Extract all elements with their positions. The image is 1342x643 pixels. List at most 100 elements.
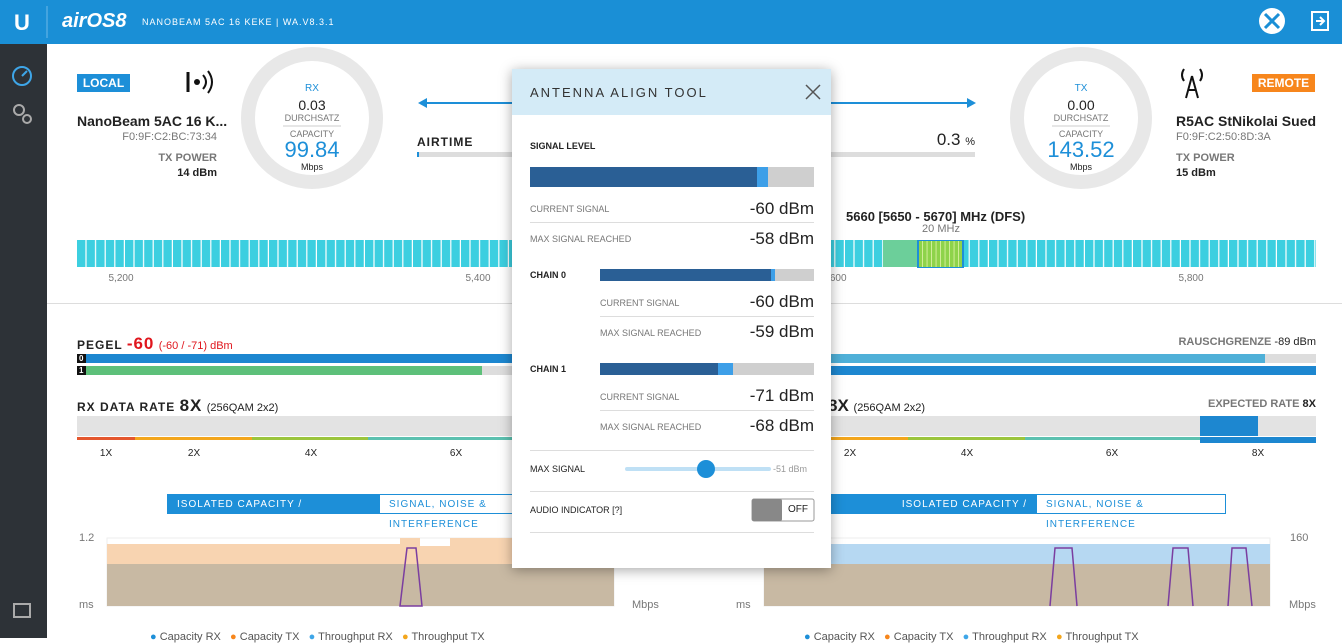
divider	[600, 316, 814, 317]
local-badge: LOCAL	[77, 74, 130, 92]
tab[interactable]: SIGNAL, NOISE & INTERFERENCE	[1036, 494, 1226, 530]
rate-tick: 4X	[960, 448, 974, 459]
remote-badge: REMOTE	[1252, 74, 1315, 92]
tx-capacity-label: CAPACITY	[1058, 129, 1104, 139]
modal-header	[512, 69, 831, 115]
divider	[530, 450, 814, 451]
top-bar	[0, 0, 1342, 44]
tx-capacity: 143.52	[1047, 137, 1115, 162]
local-name: NanoBeam 5AC 16 K...	[77, 113, 228, 129]
airtime-unit: %	[965, 136, 975, 148]
pegel-value: -60	[126, 334, 155, 353]
rx-rate-mod: (256QAM 2x2)	[206, 402, 279, 414]
chart-unit: Mbps	[1289, 599, 1316, 611]
max-value: -59 dBm	[749, 322, 814, 341]
divider	[530, 491, 814, 492]
airtime-label: AIRTIME	[417, 135, 474, 149]
max-value: -58 dBm	[749, 229, 814, 248]
tab[interactable]: ISOLATED CAPACITY / THROUGHPUT	[167, 494, 380, 530]
tx-throughput-label: DURCHSATZ	[1053, 113, 1109, 123]
legend-item: Capacity TX	[893, 631, 954, 643]
dashboard-icon[interactable]	[12, 66, 32, 86]
antenna-icon	[186, 70, 213, 94]
remote-rate: 8X (256QAM 2x2)	[828, 396, 925, 416]
noise-label: RAUSCHGRENZE	[1178, 336, 1272, 348]
chain-label: CHAIN 1	[530, 364, 567, 374]
top-icons: U	[14, 6, 1329, 38]
expected-value: 8X	[1302, 398, 1316, 410]
rate-tick: 6X	[449, 448, 463, 459]
max-label: MAX SIGNAL REACHED	[530, 234, 632, 244]
tx-label: TX	[1074, 83, 1088, 94]
signal-level-label: SIGNAL LEVEL	[530, 141, 596, 151]
chain-label: CHAIN 0	[530, 270, 567, 280]
rx-throughput: 0.03	[298, 97, 326, 113]
legend: ● Capacity RX ● Capacity TX ● Throughput…	[150, 631, 485, 643]
channel-width: 20 MHz	[922, 223, 960, 235]
pegel: PEGEL -60 (-60 / -71) dBm	[77, 334, 233, 354]
rate-tick: 8X	[1251, 448, 1265, 459]
freq-tick: 5,200	[108, 273, 134, 284]
max-signal-label: MAX SIGNAL	[530, 464, 586, 474]
airtime-number: 0.3	[936, 130, 961, 149]
freq-tick: 5,400	[465, 273, 491, 284]
local-tx-label: TX POWER	[158, 152, 217, 164]
frequency-title: 5660 [5650 - 5670] MHz (DFS)	[846, 209, 1026, 224]
legend-item: Throughput RX	[972, 631, 1047, 643]
rx-rate-label: RX DATA RATE	[77, 400, 176, 414]
close-button[interactable]	[805, 84, 821, 100]
sidebar-icons	[12, 66, 32, 618]
pegel-label: PEGEL	[77, 338, 123, 352]
tools-icon[interactable]	[1259, 8, 1285, 34]
current-label: CURRENT SIGNAL	[600, 392, 680, 402]
divider	[530, 222, 814, 223]
rate-tick: 4X	[304, 448, 318, 459]
max-label: MAX SIGNAL REACHED	[600, 328, 702, 338]
airtime-value: 0.3 %	[937, 130, 975, 150]
legend-item: Throughput TX	[1065, 631, 1139, 643]
max-label: MAX SIGNAL REACHED	[600, 422, 702, 432]
freq-tick: 5,600	[821, 273, 847, 284]
legend-item: Capacity TX	[239, 631, 300, 643]
rate-tick: 1X	[99, 448, 113, 459]
tower-icon	[1181, 68, 1203, 99]
audio-state: OFF	[788, 504, 808, 515]
brand: airOS8	[62, 10, 126, 33]
remote-name: R5AC StNikolai Sued	[1176, 113, 1317, 129]
gauges	[241, 47, 1152, 189]
pegel-detail: (-60 / -71) dBm	[158, 340, 233, 352]
settings-icon[interactable]	[13, 104, 32, 124]
remote-rate-mod: (256QAM 2x2)	[853, 402, 926, 414]
modal-title: ANTENNA ALIGN TOOL	[530, 85, 708, 100]
rate-tick: 6X	[1105, 448, 1119, 459]
sidebar	[0, 44, 47, 638]
remote-tx-power: 15 dBm	[1176, 167, 1216, 179]
device-name: NANOBEAM 5AC 16 KEKE | WA.V8.3.1	[142, 17, 335, 27]
tab[interactable]: ISOLATED CAPACITY / THROUGHPUT	[823, 494, 1037, 530]
current-value: -60 dBm	[749, 199, 814, 218]
remote-rate-value: 8X	[828, 396, 849, 415]
legend-item: Capacity RX	[813, 631, 875, 643]
audio-toggle[interactable]	[751, 498, 815, 522]
logout-icon[interactable]	[1311, 11, 1329, 31]
tx-unit: Mbps	[1069, 162, 1093, 172]
chart-unit: ms	[79, 599, 94, 611]
freq-tick: 5,800	[1178, 273, 1204, 284]
log-icon[interactable]	[13, 603, 31, 618]
rx-label: RX	[305, 83, 319, 94]
remote-mac: F0:9F:C2:50:8D:3A	[1176, 131, 1271, 143]
antenna-align-modal: ANTENNA ALIGN TOOL SIGNAL LEVEL CURRENT …	[512, 69, 831, 568]
throughput-charts	[106, 537, 1271, 607]
chain-label: 1	[79, 366, 84, 375]
brand-name: airOS	[62, 10, 116, 32]
max-signal-slider[interactable]	[625, 460, 771, 478]
audio-label: AUDIO INDICATOR [?]	[530, 505, 623, 515]
chain-label: 0	[79, 354, 84, 363]
chart-unit: Mbps	[632, 599, 659, 611]
current-label: CURRENT SIGNAL	[600, 298, 680, 308]
logo[interactable]: U	[14, 10, 30, 35]
rx-unit: Mbps	[300, 162, 324, 172]
noise: RAUSCHGRENZE -89 dBm	[1178, 336, 1316, 348]
local-mac: F0:9F:C2:BC:73:34	[122, 131, 217, 143]
rx-capacity: 99.84	[284, 137, 340, 162]
